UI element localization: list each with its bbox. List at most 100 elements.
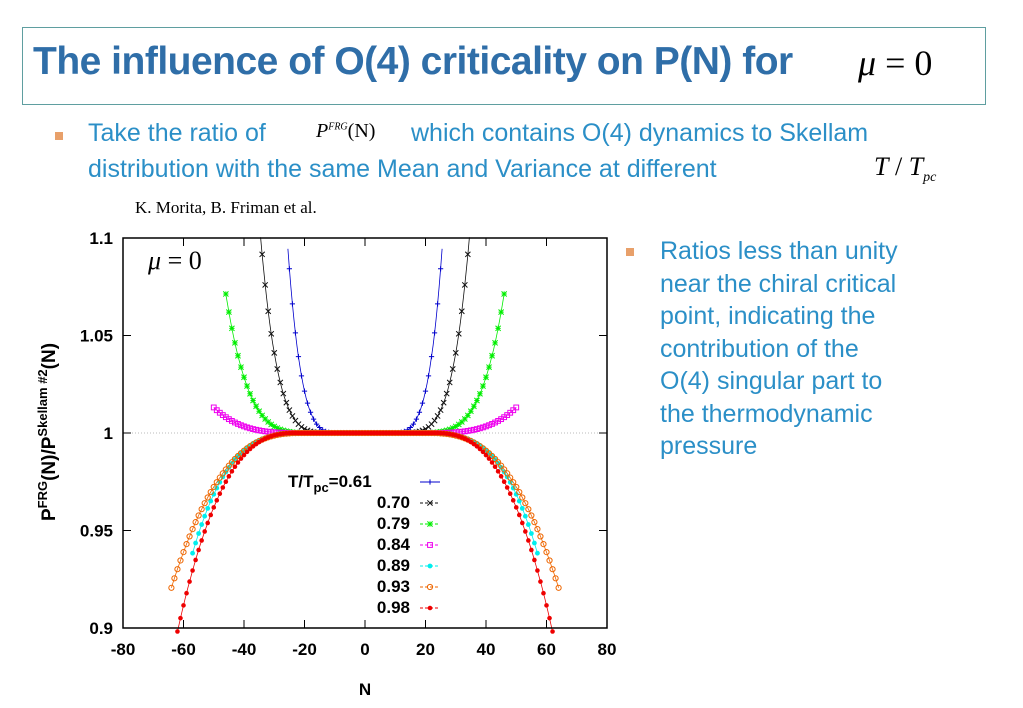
data-point xyxy=(427,521,433,527)
right-bullet-line: contribution of the xyxy=(660,334,859,363)
bullet1-part2: which contains O(4) dynamics to Skellam xyxy=(411,119,869,147)
data-point xyxy=(280,390,287,397)
data-point xyxy=(244,424,250,431)
data-point xyxy=(425,373,432,379)
data-point xyxy=(498,462,505,469)
right-bullet-line: pressure xyxy=(660,432,758,460)
x-tick-label: 40 xyxy=(477,640,496,659)
legend: T/Tpc=0.61 0.70 0.79 0.84 0.89 0.93 0.98 xyxy=(288,472,440,617)
data-point xyxy=(531,519,538,526)
data-point xyxy=(480,383,486,390)
data-point xyxy=(467,408,474,415)
data-point xyxy=(307,409,314,415)
data-point xyxy=(528,512,535,519)
legend-label: 0.84 xyxy=(377,535,411,554)
data-point xyxy=(168,584,175,591)
data-point xyxy=(483,423,489,430)
data-point xyxy=(216,474,223,481)
title-math-eq: = 0 xyxy=(876,43,933,83)
data-point xyxy=(473,397,480,404)
citation: K. Morita, B. Friman et al. xyxy=(135,198,317,217)
data-point xyxy=(543,548,550,556)
data-point xyxy=(292,330,299,336)
data-point xyxy=(427,479,433,485)
data-point xyxy=(193,557,198,563)
data-point xyxy=(226,465,232,470)
bullet1-math-ttpc: T / Tpc xyxy=(874,152,936,186)
data-point xyxy=(486,364,492,371)
data-point xyxy=(504,470,511,477)
y-label-sup-frg: FRG xyxy=(35,481,50,508)
series-layer xyxy=(168,237,562,634)
data-point xyxy=(480,449,486,455)
data-point xyxy=(247,446,253,452)
data-point xyxy=(541,590,546,596)
x-tick-label: -40 xyxy=(232,640,257,659)
data-point xyxy=(535,550,540,556)
data-point xyxy=(449,425,456,431)
title-math-var: μ xyxy=(858,43,877,83)
data-point xyxy=(489,460,495,465)
data-point xyxy=(489,352,496,359)
series-0.61 xyxy=(286,248,444,436)
data-point xyxy=(268,330,275,337)
data-point xyxy=(523,529,528,534)
data-point xyxy=(474,426,480,432)
data-point xyxy=(202,529,207,534)
bullet1-part1: Take the ratio of xyxy=(88,119,266,147)
y-tick-label: 1 xyxy=(104,424,113,443)
data-point xyxy=(205,505,211,511)
data-point xyxy=(193,540,199,546)
x-tick-label: -80 xyxy=(111,640,136,659)
data-point xyxy=(241,374,247,381)
data-point xyxy=(178,615,183,621)
data-point xyxy=(174,566,181,573)
data-point xyxy=(504,485,510,490)
data-point xyxy=(204,494,211,501)
data-point xyxy=(532,540,537,546)
data-point xyxy=(217,491,223,497)
right-bullet-line: point, indicating the xyxy=(660,302,876,330)
data-point xyxy=(464,412,471,419)
data-point xyxy=(498,309,505,316)
data-point xyxy=(431,330,438,336)
data-point xyxy=(211,505,217,510)
data-point xyxy=(235,421,241,427)
data-point xyxy=(535,568,540,573)
data-point xyxy=(253,426,259,433)
data-point xyxy=(198,506,205,513)
data-point xyxy=(207,488,214,496)
data-point xyxy=(507,491,513,497)
data-point xyxy=(426,583,434,591)
data-point xyxy=(199,522,205,527)
data-point xyxy=(232,464,238,470)
data-point xyxy=(231,339,238,346)
data-point xyxy=(529,547,534,553)
data-point xyxy=(528,531,534,536)
inner-mu-label: μ = 0 xyxy=(147,246,202,275)
data-point xyxy=(461,428,468,435)
data-point xyxy=(211,491,217,497)
y-tick-label: 1.1 xyxy=(89,229,113,248)
right-bullet-line: near the chiral critical xyxy=(660,269,897,298)
data-point xyxy=(547,615,552,621)
bullet-marker-2 xyxy=(626,248,634,256)
data-point xyxy=(455,330,462,337)
data-point xyxy=(262,416,269,422)
data-point xyxy=(550,629,555,634)
data-point xyxy=(467,427,474,434)
title-box: The influence of O(4) criticality on P(N… xyxy=(22,27,986,105)
legend-title: T/Tpc=0.61 xyxy=(288,472,372,495)
data-point xyxy=(461,281,468,288)
data-point xyxy=(477,446,483,452)
data-point xyxy=(483,452,489,458)
data-point xyxy=(265,308,272,315)
y-label-mid: (N)/P xyxy=(39,436,60,481)
data-point xyxy=(446,426,453,433)
data-point xyxy=(525,522,531,527)
data-point xyxy=(513,491,519,497)
math-sup-frg: FRG xyxy=(328,121,348,133)
data-point xyxy=(235,460,241,465)
data-point xyxy=(210,483,217,491)
data-point xyxy=(492,419,498,426)
